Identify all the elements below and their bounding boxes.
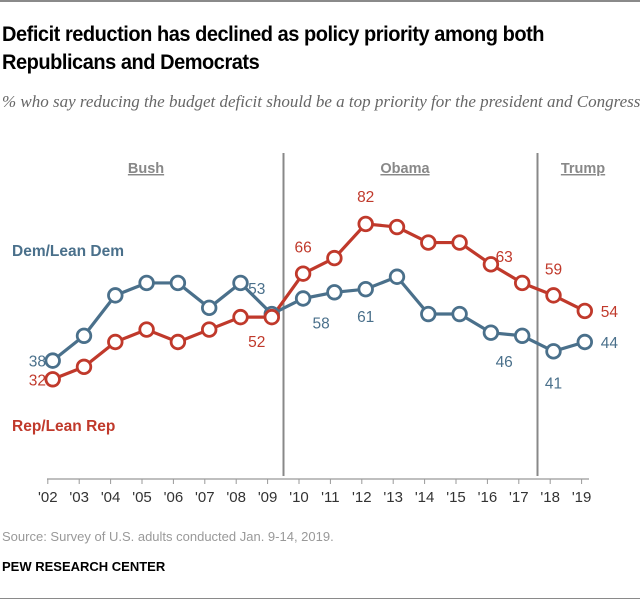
x-tick-label: '08 [226, 489, 246, 506]
legend-rep: Rep/Lean Rep [12, 418, 115, 435]
data-point [107, 287, 124, 304]
x-tick-label: '19 [572, 489, 592, 506]
data-point [326, 284, 343, 301]
data-point [232, 274, 249, 292]
data-point [75, 358, 93, 376]
x-tick-label: '02 [38, 489, 58, 506]
x-tick-label: '12 [352, 489, 372, 506]
data-point [514, 274, 531, 292]
x-tick-label: '10 [289, 489, 309, 506]
brand-logo-text: PEW RESEARCH CENTER [2, 559, 166, 574]
data-point [294, 265, 312, 282]
chart-title: Deficit reduction has declined as policy… [2, 22, 545, 74]
x-tick-label: '13 [383, 489, 403, 506]
era-label-obama: Obama [380, 161, 430, 177]
data-label: 44 [601, 335, 619, 352]
data-label: 58 [312, 315, 329, 332]
data-label: 82 [357, 189, 374, 206]
data-point [294, 290, 312, 307]
data-point [451, 234, 468, 251]
data-point [576, 333, 594, 351]
x-tick-label: '09 [258, 489, 278, 506]
source-note: Source: Survey of U.S. adults conducted … [2, 529, 334, 544]
x-tick-label: '07 [195, 489, 215, 506]
data-label: 46 [496, 354, 513, 371]
data-label: 32 [29, 372, 46, 389]
data-label: 54 [601, 304, 619, 321]
data-point [138, 274, 155, 292]
x-tick-label: '05 [132, 489, 152, 506]
data-point [169, 333, 187, 351]
x-tick-label: '14 [415, 489, 435, 506]
x-tick-label: '06 [164, 489, 184, 506]
data-point [388, 218, 406, 236]
bottom-rule [0, 598, 640, 599]
data-point [138, 321, 155, 338]
legend-dem: Dem/Lean Dem [12, 243, 124, 260]
x-tick-label: '18 [540, 489, 560, 506]
data-label: 38 [29, 354, 46, 371]
x-tick-label: '16 [478, 489, 498, 506]
data-label: 59 [545, 261, 562, 278]
data-point [420, 305, 437, 323]
data-label: 63 [496, 249, 513, 266]
data-point [263, 308, 281, 326]
era-label-trump: Trump [561, 161, 605, 177]
data-point [514, 327, 531, 344]
data-point [357, 215, 374, 233]
data-point [44, 371, 61, 388]
data-point [232, 308, 249, 326]
data-label: 61 [357, 309, 374, 326]
data-label: 52 [248, 334, 265, 351]
data-label: 41 [545, 375, 562, 392]
x-tick-label: '04 [101, 489, 121, 506]
data-point [482, 256, 500, 273]
data-point [545, 343, 562, 360]
chart-subtitle: % who say reducing the budget deficit sh… [2, 92, 640, 111]
x-tick-label: '11 [321, 489, 339, 506]
data-point [576, 302, 594, 320]
data-label: 53 [248, 281, 265, 298]
data-point [169, 274, 187, 292]
data-point [357, 280, 374, 298]
x-tick-label: '03 [69, 489, 89, 506]
x-tick-label: '15 [446, 489, 466, 506]
top-rule [0, 0, 640, 2]
era-label-bush: Bush [128, 161, 164, 177]
data-label: 66 [294, 240, 311, 257]
data-point [482, 324, 500, 341]
data-point [107, 333, 124, 351]
data-point [326, 249, 343, 267]
data-point [75, 327, 93, 344]
data-point [388, 268, 406, 285]
x-tick-label: '17 [509, 489, 529, 506]
data-point [200, 299, 218, 317]
data-point [420, 234, 437, 251]
data-point [451, 305, 468, 323]
data-point [545, 287, 562, 304]
data-point [200, 321, 218, 338]
data-point [44, 352, 61, 369]
